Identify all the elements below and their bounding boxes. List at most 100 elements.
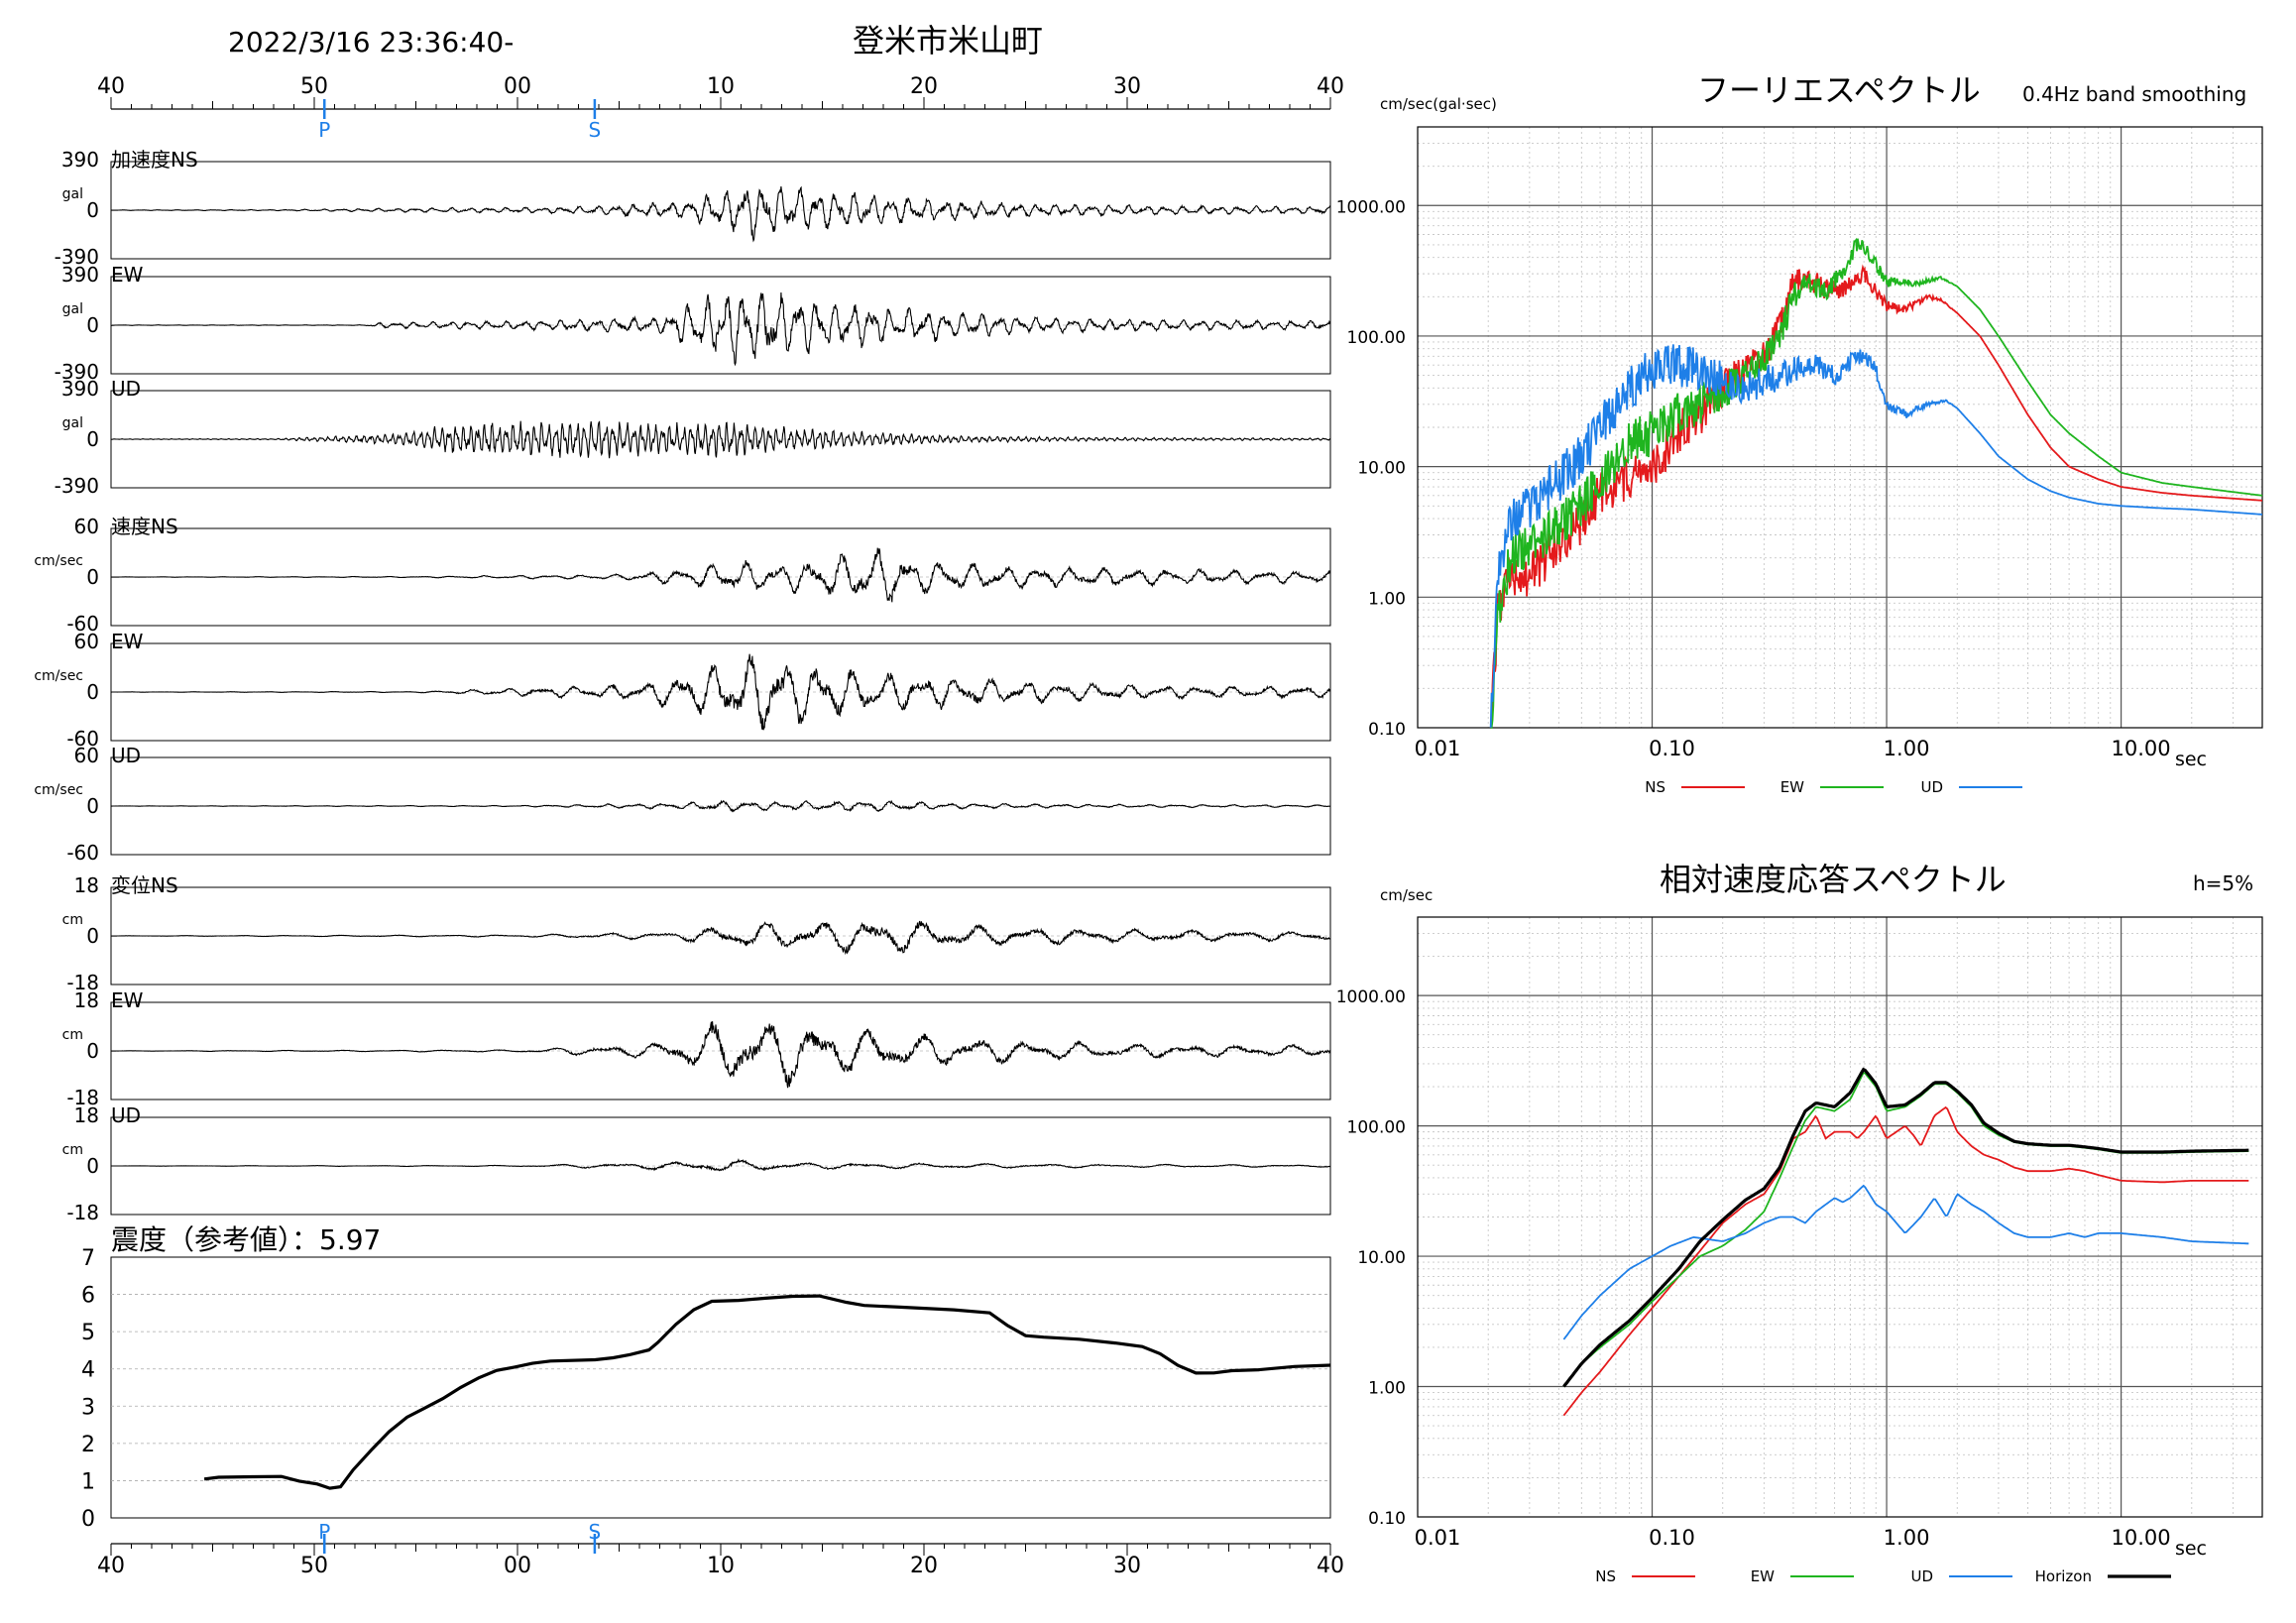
x-tick-label: 0.10 <box>1649 737 1695 760</box>
waveform-component-label: UD <box>111 377 141 401</box>
waveform-max-label: 60 <box>74 515 99 538</box>
waveform-component-label: 加速度NS <box>111 148 198 172</box>
waveform-component-label: EW <box>111 630 144 653</box>
x-tick-label: 0.01 <box>1415 737 1461 760</box>
series-line-horizon <box>1562 1067 2249 1388</box>
waveform-unit-label: gal <box>62 186 83 202</box>
time-tick-label: 40 <box>97 74 125 99</box>
waveform-min-label: -60 <box>66 727 99 751</box>
x-tick-label: 1.00 <box>1884 737 1930 760</box>
waveform-unit-label: cm/sec <box>34 782 83 798</box>
waveform-component-label: UD <box>111 1103 141 1127</box>
waveform-unit-label: gal <box>62 415 83 431</box>
waveform-component-label: UD <box>111 744 141 767</box>
legend-label-ns: NS <box>1595 1567 1616 1585</box>
time-tick-label: 20 <box>910 74 938 99</box>
time-tick-label: 50 <box>300 1554 328 1578</box>
y-tick-label: 10.00 <box>1357 1248 1406 1268</box>
intensity-tick-label: 5 <box>81 1321 95 1345</box>
waveform-unit-label: cm <box>62 1142 83 1158</box>
legend-label-ew: EW <box>1780 778 1804 796</box>
waveform-panel-ud_acc: 390 0 -390 gal UD <box>55 377 1331 498</box>
x-tick-label: 1.00 <box>1884 1526 1930 1550</box>
waveform-panel-ns_dis: 18 0 -18 cm 変位NS <box>62 873 1331 994</box>
waveform-component-label: EW <box>111 988 144 1012</box>
waveform-zero-label: 0 <box>86 1154 99 1178</box>
waveform-min-label: -18 <box>66 971 99 994</box>
intensity-line <box>203 1294 1331 1490</box>
fourier-title: フーリエスペクトル <box>1697 71 1981 109</box>
x-tick-label: 0.10 <box>1649 1526 1695 1550</box>
time-tick-label: 30 <box>1113 1554 1141 1578</box>
waveform-min-label: -18 <box>66 1201 99 1224</box>
waveform-unit-label: cm/sec <box>34 668 83 684</box>
intensity-tick-label: 4 <box>81 1358 95 1383</box>
response-title: 相対速度応答スペクトル <box>1660 861 2007 898</box>
time-tick-label: 30 <box>1113 74 1141 99</box>
waveform-panel-ud_vel: 60 0 -60 cm/sec UD <box>34 744 1331 865</box>
fourier-spectrum-chart: 0.01 0.10 1.00 10.00 0.10 1.00 10.00 100.00 1000… <box>1336 126 2263 796</box>
waveform-panel-ns_vel: 60 0 -60 cm/sec 速度NS <box>34 515 1331 636</box>
time-tick-label: 20 <box>910 1554 938 1578</box>
station-title: 登米市米山町 <box>853 22 1043 59</box>
time-tick-label: 40 <box>1317 74 1344 99</box>
waveform-trace <box>110 920 1331 956</box>
response-spectrum-chart: 0.01 0.10 1.00 10.00 0.10 1.00 10.00 100.00 1000… <box>1336 916 2263 1585</box>
waveform-max-label: 390 <box>61 148 99 172</box>
y-tick-label: 0.10 <box>1368 720 1406 740</box>
time-tick-label: 00 <box>504 1554 531 1578</box>
waveform-zero-label: 0 <box>86 198 99 222</box>
intensity-tick-label: 3 <box>81 1395 95 1420</box>
y-tick-label: 100.00 <box>1347 1118 1406 1138</box>
p-wave-label: P <box>318 1520 330 1544</box>
y-tick-label: 0.10 <box>1368 1509 1406 1529</box>
waveform-min-label: -390 <box>55 474 99 498</box>
y-tick-label: 1.00 <box>1368 1379 1406 1399</box>
plot-frame <box>1417 916 2263 1518</box>
legend-label-horizon: Horizon <box>2035 1567 2092 1585</box>
time-tick-label: 40 <box>97 1554 125 1578</box>
y-tick-label: 1000.00 <box>1336 197 1406 217</box>
series-line-ew <box>1490 237 2263 729</box>
waveform-max-label: 60 <box>74 744 99 767</box>
waveform-min-label: -60 <box>66 841 99 865</box>
waveform-trace <box>110 547 1331 603</box>
fourier-ylabel: cm/sec(gal·sec) <box>1380 95 1497 113</box>
waveform-zero-label: 0 <box>86 1039 99 1063</box>
y-tick-label: 1.00 <box>1368 589 1406 609</box>
intensity-title: 震度（参考値）：5.97 <box>111 1223 381 1256</box>
waveform-component-label: EW <box>111 263 144 287</box>
response-subtitle: h=5% <box>2193 871 2253 895</box>
waveform-unit-label: cm <box>62 1027 83 1043</box>
waveform-zero-label: 0 <box>86 794 99 818</box>
waveform-max-label: 18 <box>74 1103 99 1127</box>
x-axis-label: sec <box>2175 749 2207 770</box>
waveform-min-label: -18 <box>66 1086 99 1109</box>
x-axis-label: sec <box>2175 1538 2207 1560</box>
waveform-trace <box>111 799 1331 813</box>
waveform-unit-label: cm/sec <box>34 553 83 569</box>
y-tick-label: 1000.00 <box>1336 987 1406 1007</box>
time-tick-label: 10 <box>707 74 735 99</box>
datetime-label: 2022/3/16 23:36:40- <box>228 26 514 58</box>
waveform-zero-label: 0 <box>86 313 99 337</box>
s-wave-label: S <box>589 118 602 142</box>
waveform-max-label: 390 <box>61 263 99 287</box>
waveform-trace <box>111 1158 1331 1172</box>
intensity-chart: 7 6 5 4 3 2 1 0 <box>81 1246 1331 1532</box>
waveform-min-label: -60 <box>66 612 99 636</box>
y-tick-label: 10.00 <box>1357 459 1406 479</box>
waveform-trace <box>110 291 1331 367</box>
waveform-component-label: 速度NS <box>111 515 178 538</box>
intensity-frame <box>110 1256 1331 1519</box>
waveform-max-label: 18 <box>74 988 99 1012</box>
waveform-panels: 390 0 -390 gal 加速度NS 390 0 -390 gal EW 390 0 -390 gal… <box>34 148 1331 1224</box>
waveform-panel-ud_dis: 18 0 -18 cm UD <box>62 1103 1331 1224</box>
y-tick-label: 100.00 <box>1347 328 1406 348</box>
waveform-unit-label: gal <box>62 301 83 317</box>
waveform-min-label: -390 <box>55 245 99 269</box>
waveform-trace <box>111 185 1331 243</box>
response-ylabel: cm/sec <box>1380 886 1433 904</box>
waveform-trace <box>111 1021 1331 1089</box>
